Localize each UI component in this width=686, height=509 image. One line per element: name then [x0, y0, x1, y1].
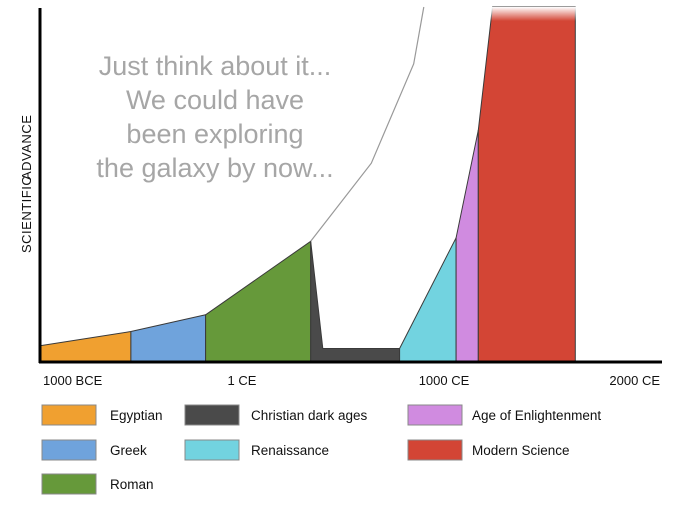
legend-label-modern-science: Modern Science: [472, 443, 570, 458]
legend-swatch-egyptian: [41, 404, 97, 426]
projection-line: [310, 6, 425, 242]
area-renaissance: [399, 237, 457, 363]
area-christian-dark-ages: [310, 240, 401, 363]
legend-swatch-greek: [41, 439, 97, 461]
legend-item-renaissance: Renaissance: [184, 439, 329, 461]
legend-label-egyptian: Egyptian: [110, 408, 163, 423]
area-greek: [130, 314, 207, 363]
annotation: Just think about it... We could have bee…: [96, 51, 333, 183]
modern-science-fade: [488, 7, 580, 21]
legend-item-age-of-enlightenment: Age of Enlightenment: [407, 404, 601, 426]
annotation-line-2: We could have: [126, 85, 304, 115]
legend-label-greek: Greek: [110, 443, 147, 458]
chart-areas: [39, 6, 576, 363]
projection-layer: [310, 6, 425, 242]
legend-swatch-christian-dark-ages: [184, 404, 240, 426]
legend-swatch-modern-science: [407, 439, 463, 461]
area-modern-science: [477, 6, 576, 363]
legend-label-roman: Roman: [110, 477, 154, 492]
annotation-line-1: Just think about it...: [99, 51, 332, 81]
y-axis-label: SCIENTIFIC ADVANCE: [19, 115, 34, 253]
fade-layer: [488, 7, 580, 21]
area-egyptian: [39, 331, 132, 363]
x-tick-label-1000-bce: 1000 BCE: [43, 373, 103, 388]
legend-item-modern-science: Modern Science: [407, 439, 570, 461]
annotation-line-3: been exploring: [126, 119, 303, 149]
legend-label-christian-dark-ages: Christian dark ages: [251, 408, 368, 423]
legend-label-renaissance: Renaissance: [251, 443, 329, 458]
x-tick-label-1-ce: 1 CE: [228, 373, 257, 388]
y-axis-label-word-2: ADVANCE: [19, 115, 34, 180]
legend-item-christian-dark-ages: Christian dark ages: [184, 404, 368, 426]
area-roman: [205, 240, 312, 363]
x-tick-labels: 1000 BCE 1 CE 1000 CE 2000 CE: [43, 373, 660, 388]
legend-item-roman: Roman: [41, 473, 154, 495]
x-tick-label-1000-ce: 1000 CE: [419, 373, 470, 388]
legend-item-egyptian: Egyptian: [41, 404, 163, 426]
legend-swatch-renaissance: [184, 439, 240, 461]
annotation-line-4: the galaxy by now...: [96, 153, 333, 183]
legend-item-greek: Greek: [41, 439, 147, 461]
legend-swatch-age-of-enlightenment: [407, 404, 463, 426]
x-tick-label-2000-ce: 2000 CE: [609, 373, 660, 388]
area-age-of-enlightenment: [455, 129, 479, 363]
legend-swatch-roman: [41, 473, 97, 495]
y-axis-label-word-1: SCIENTIFIC: [19, 176, 34, 253]
legend: Egyptian Greek Roman Christian dark ages…: [41, 404, 601, 495]
legend-label-age-of-enlightenment: Age of Enlightenment: [472, 408, 601, 423]
